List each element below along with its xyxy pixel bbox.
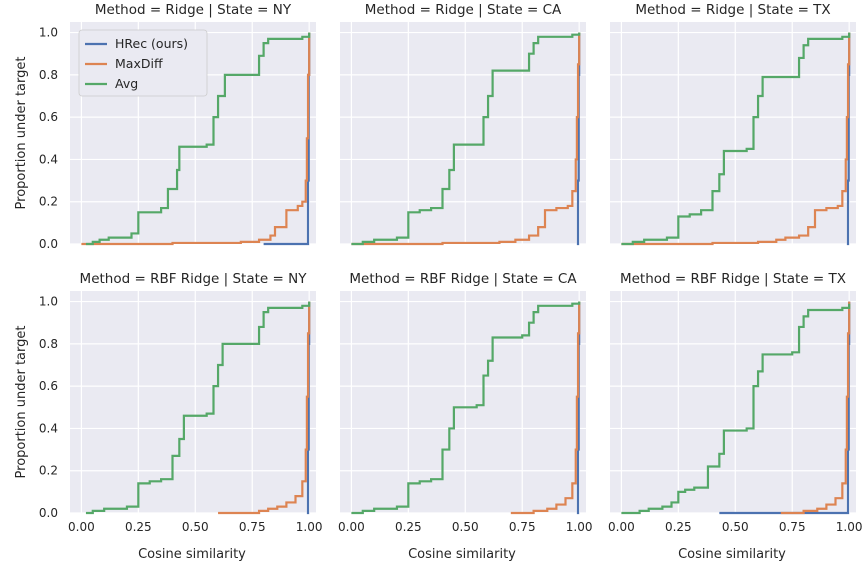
- series-line-avg: [351, 32, 581, 246]
- x-tick-label: 1.00: [836, 520, 863, 534]
- y-tick-label: 0.6: [39, 110, 58, 124]
- series-line-avg: [621, 32, 851, 246]
- series-line-hrec-ours: [846, 32, 851, 246]
- y-tick-label: 1.0: [39, 295, 58, 309]
- x-tick-label: 0.25: [665, 520, 692, 534]
- x-tick-label: 0.25: [395, 520, 422, 534]
- series-line-avg: [85, 32, 311, 246]
- panel-title: Method = Ridge | State = CA: [365, 2, 562, 18]
- panel-title: Method = RBF Ridge | State = NY: [80, 271, 308, 287]
- series-line-hrec-ours: [306, 301, 311, 515]
- panel-title: Method = RBF Ridge | State = TX: [620, 271, 846, 287]
- plot-area-4: [70, 291, 316, 513]
- x-tick-label: 0.75: [779, 520, 806, 534]
- series-line-maxdiff: [621, 32, 851, 246]
- plot-area-3: [610, 22, 856, 244]
- x-tick-label: 1.00: [296, 520, 323, 534]
- panel-title: Method = RBF Ridge | State = CA: [349, 271, 577, 287]
- y-tick-label: 0.8: [39, 68, 58, 82]
- y-axis-label-bottom: Proportion under target: [14, 326, 29, 479]
- series-line-maxdiff: [780, 301, 851, 515]
- series-line-maxdiff: [351, 32, 581, 246]
- y-tick-label: 0.0: [39, 506, 58, 520]
- y-tick-label: 0.4: [39, 152, 58, 166]
- x-axis-label-3: Cosine similarity: [678, 547, 786, 562]
- series-line-hrec-ours: [576, 301, 581, 515]
- y-tick-label: 0.6: [39, 379, 58, 393]
- legend-label: MaxDiff: [115, 56, 163, 71]
- y-tick-label: 1.0: [39, 26, 58, 40]
- y-axis-label-top: Proportion under target: [14, 57, 29, 210]
- y-tick-label: 0.2: [39, 464, 58, 478]
- x-tick-label: 0.00: [68, 520, 95, 534]
- x-axis-label-1: Cosine similarity: [138, 547, 246, 562]
- legend-box: [78, 29, 208, 97]
- x-tick-label: 0.25: [125, 520, 152, 534]
- x-axis-label-2: Cosine similarity: [408, 547, 516, 562]
- legend-label: HRec (ours): [115, 36, 188, 51]
- x-tick-label: 0.50: [452, 520, 479, 534]
- x-tick-label: 0.75: [509, 520, 536, 534]
- series-line-maxdiff: [81, 32, 311, 246]
- series-line-maxdiff: [218, 301, 311, 515]
- x-tick-label: 0.00: [338, 520, 365, 534]
- x-tick-label: 0.00: [608, 520, 635, 534]
- y-tick-label: 0.8: [39, 337, 58, 351]
- y-tick-label: 0.2: [39, 195, 58, 209]
- legend-label: Avg: [115, 76, 138, 91]
- plot-area-2: [340, 22, 586, 244]
- y-tick-label: 0.4: [39, 421, 58, 435]
- plot-area-5: [340, 291, 586, 513]
- panel-title: Method = Ridge | State = NY: [95, 2, 292, 18]
- series-line-avg: [351, 301, 581, 515]
- series-line-maxdiff: [510, 301, 581, 515]
- x-tick-label: 0.75: [239, 520, 266, 534]
- x-tick-label: 0.50: [182, 520, 209, 534]
- y-tick-label: 0.0: [39, 237, 58, 251]
- x-tick-label: 0.50: [722, 520, 749, 534]
- panel-title: Method = Ridge | State = TX: [635, 2, 830, 18]
- plot-area-6: [610, 291, 856, 513]
- series-line-hrec-ours: [576, 32, 581, 246]
- series-line-avg: [85, 301, 311, 515]
- series-line-avg: [621, 303, 851, 515]
- x-tick-label: 1.00: [566, 520, 593, 534]
